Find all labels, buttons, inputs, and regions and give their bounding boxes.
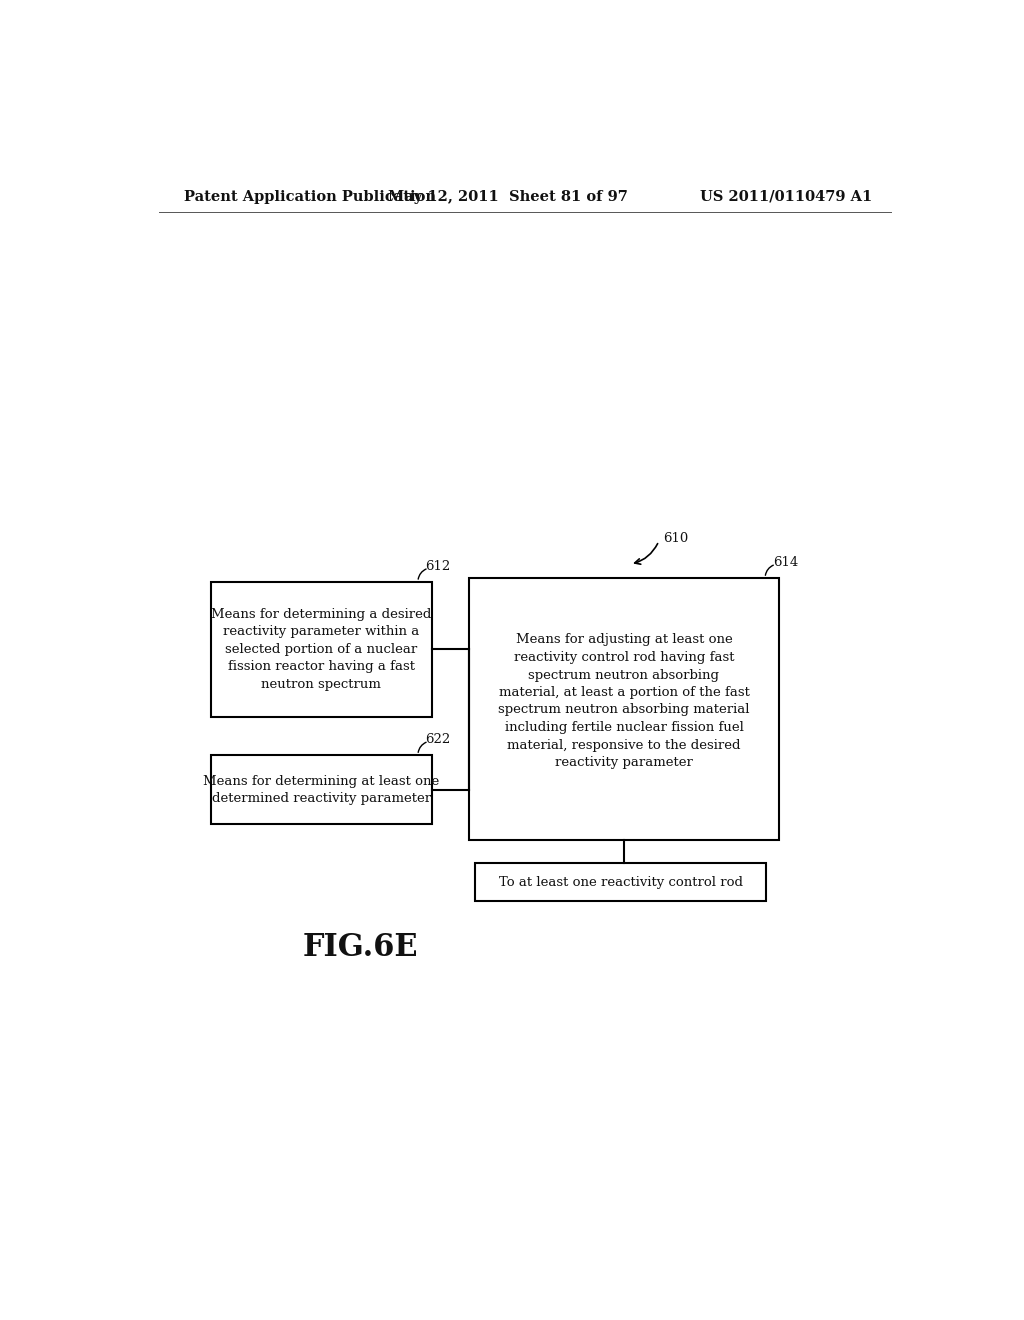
Text: 614: 614 (773, 556, 798, 569)
Text: 610: 610 (663, 532, 688, 545)
Text: US 2011/0110479 A1: US 2011/0110479 A1 (699, 190, 872, 203)
Bar (475, 863, 766, 902)
Text: FIG.6E: FIG.6E (303, 932, 419, 964)
Bar (469, 578, 779, 840)
Text: May 12, 2011  Sheet 81 of 97: May 12, 2011 Sheet 81 of 97 (388, 190, 628, 203)
Text: To at least one reactivity control rod: To at least one reactivity control rod (499, 875, 742, 888)
Text: Means for adjusting at least one
reactivity control rod having fast
spectrum neu: Means for adjusting at least one reactiv… (499, 634, 750, 770)
Text: 612: 612 (426, 560, 451, 573)
Bar (211, 582, 432, 717)
Bar (211, 755, 432, 825)
Text: Means for determining a desired
reactivity parameter within a
selected portion o: Means for determining a desired reactivi… (211, 607, 431, 690)
Text: Patent Application Publication: Patent Application Publication (183, 190, 436, 203)
Text: 622: 622 (426, 733, 451, 746)
Text: Means for determining at least one
determined reactivity parameter: Means for determining at least one deter… (203, 775, 439, 805)
